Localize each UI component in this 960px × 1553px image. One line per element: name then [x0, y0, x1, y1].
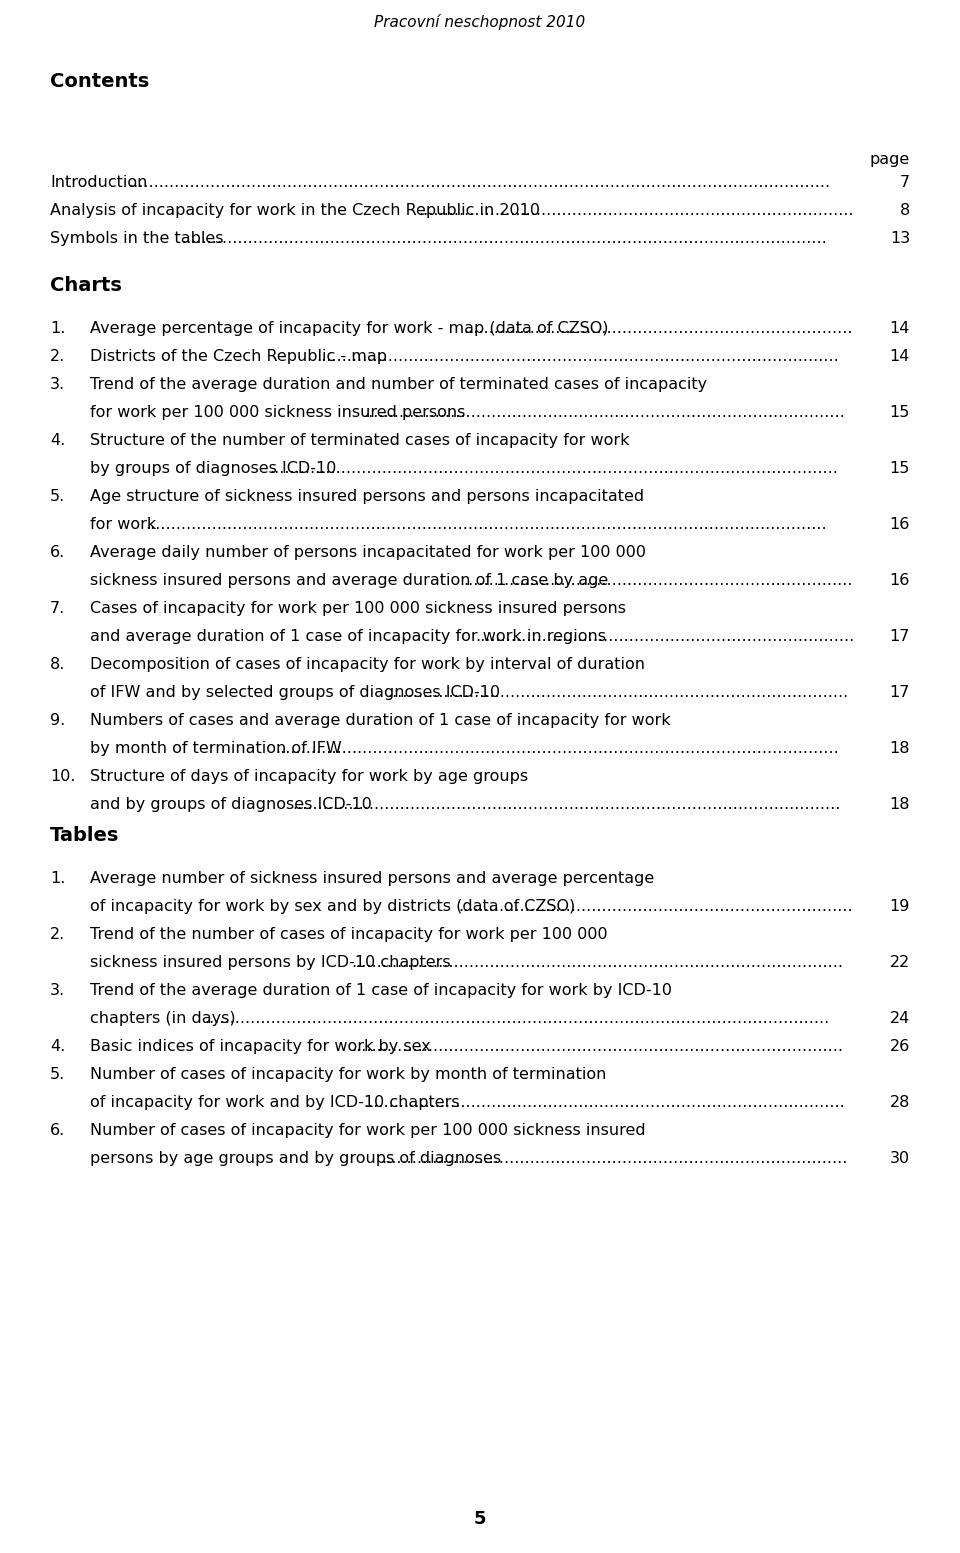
Text: ................................................................................: ........................................… — [387, 685, 849, 700]
Text: ................................................................................: ........................................… — [269, 461, 838, 477]
Text: 30: 30 — [890, 1151, 910, 1166]
Text: Decomposition of cases of incapacity for work by interval of duration: Decomposition of cases of incapacity for… — [90, 657, 645, 672]
Text: 1.: 1. — [50, 871, 65, 887]
Text: of incapacity for work by sex and by districts (data of CZSO): of incapacity for work by sex and by dis… — [90, 899, 575, 915]
Text: ................................................................................: ........................................… — [363, 1095, 845, 1110]
Text: Trend of the average duration and number of terminated cases of incapacity: Trend of the average duration and number… — [90, 377, 708, 391]
Text: Average percentage of incapacity for work - map (data of CZSO): Average percentage of incapacity for wor… — [90, 321, 609, 335]
Text: Trend of the average duration of 1 case of incapacity for work by ICD-10: Trend of the average duration of 1 case … — [90, 983, 672, 999]
Text: ................................................................................: ........................................… — [351, 1039, 844, 1054]
Text: 10.: 10. — [50, 769, 76, 784]
Text: Numbers of cases and average duration of 1 case of incapacity for work: Numbers of cases and average duration of… — [90, 713, 671, 728]
Text: Districts of the Czech Republic - map: Districts of the Czech Republic - map — [90, 349, 387, 363]
Text: by groups of diagnoses ICD-10: by groups of diagnoses ICD-10 — [90, 461, 336, 477]
Text: 8: 8 — [900, 203, 910, 217]
Text: 22: 22 — [890, 955, 910, 971]
Text: persons by age groups and by groups of diagnoses: persons by age groups and by groups of d… — [90, 1151, 501, 1166]
Text: ............................................................................: ........................................… — [464, 321, 853, 335]
Text: Symbols in the tables: Symbols in the tables — [50, 231, 224, 245]
Text: 16: 16 — [890, 573, 910, 589]
Text: ................................................................................: ........................................… — [275, 741, 838, 756]
Text: 17: 17 — [890, 629, 910, 644]
Text: Average number of sickness insured persons and average percentage: Average number of sickness insured perso… — [90, 871, 655, 887]
Text: Structure of the number of terminated cases of incapacity for work: Structure of the number of terminated ca… — [90, 433, 630, 447]
Text: Number of cases of incapacity for work per 100 000 sickness insured: Number of cases of incapacity for work p… — [90, 1123, 646, 1138]
Text: ................................................................................: ........................................… — [363, 405, 845, 419]
Text: Basic indices of incapacity for work by sex: Basic indices of incapacity for work by … — [90, 1039, 431, 1054]
Text: Cases of incapacity for work per 100 000 sickness insured persons: Cases of incapacity for work per 100 000… — [90, 601, 626, 617]
Text: 19: 19 — [890, 899, 910, 915]
Text: for work per 100 000 sickness insured persons: for work per 100 000 sickness insured pe… — [90, 405, 466, 419]
Text: ................................................................................: ........................................… — [129, 175, 830, 189]
Text: 5.: 5. — [50, 489, 65, 505]
Text: ................................................................................: ........................................… — [418, 203, 853, 217]
Text: of incapacity for work and by ICD-10 chapters: of incapacity for work and by ICD-10 cha… — [90, 1095, 460, 1110]
Text: sickness insured persons and average duration of 1 case by age: sickness insured persons and average dur… — [90, 573, 609, 589]
Text: 15: 15 — [890, 461, 910, 477]
Text: chapters (in days): chapters (in days) — [90, 1011, 235, 1027]
Text: ............................................................................: ........................................… — [464, 573, 853, 589]
Text: Tables: Tables — [50, 826, 119, 845]
Text: 18: 18 — [890, 741, 910, 756]
Text: sickness insured persons by ICD-10 chapters: sickness insured persons by ICD-10 chapt… — [90, 955, 450, 971]
Text: 5: 5 — [473, 1510, 487, 1528]
Text: 15: 15 — [890, 405, 910, 419]
Text: 14: 14 — [890, 349, 910, 363]
Text: 24: 24 — [890, 1011, 910, 1027]
Text: Trend of the number of cases of incapacity for work per 100 000: Trend of the number of cases of incapaci… — [90, 927, 608, 943]
Text: and average duration of 1 case of incapacity for work in regions: and average duration of 1 case of incapa… — [90, 629, 606, 644]
Text: Introduction: Introduction — [50, 175, 148, 189]
Text: 9.: 9. — [50, 713, 65, 728]
Text: 8.: 8. — [50, 657, 65, 672]
Text: Analysis of incapacity for work in the Czech Republic in 2010: Analysis of incapacity for work in the C… — [50, 203, 540, 217]
Text: 26: 26 — [890, 1039, 910, 1054]
Text: 2.: 2. — [50, 927, 65, 943]
Text: ................................................................................: ........................................… — [351, 955, 844, 971]
Text: ................................................................................: ........................................… — [204, 1011, 829, 1027]
Text: 6.: 6. — [50, 545, 65, 561]
Text: Average daily number of persons incapacitated for work per 100 000: Average daily number of persons incapaci… — [90, 545, 646, 561]
Text: page: page — [870, 152, 910, 168]
Text: Structure of days of incapacity for work by age groups: Structure of days of incapacity for work… — [90, 769, 528, 784]
Text: ................................................................................: ........................................… — [181, 231, 828, 245]
Text: Pracovní neschopnost 2010: Pracovní neschopnost 2010 — [374, 14, 586, 30]
Text: 13: 13 — [890, 231, 910, 245]
Text: Contents: Contents — [50, 71, 149, 92]
Text: of IFW and by selected groups of diagnoses ICD-10: of IFW and by selected groups of diagnos… — [90, 685, 500, 700]
Text: 7: 7 — [900, 175, 910, 189]
Text: Age structure of sickness insured persons and persons incapacitated: Age structure of sickness insured person… — [90, 489, 644, 505]
Text: 28: 28 — [890, 1095, 910, 1110]
Text: ..........................................................................: ........................................… — [475, 629, 854, 644]
Text: ................................................................................: ........................................… — [145, 517, 827, 533]
Text: Charts: Charts — [50, 276, 122, 295]
Text: and by groups of diagnoses ICD-10: and by groups of diagnoses ICD-10 — [90, 797, 372, 812]
Text: 1.: 1. — [50, 321, 65, 335]
Text: 2.: 2. — [50, 349, 65, 363]
Text: 14: 14 — [890, 321, 910, 335]
Text: ................................................................................: ........................................… — [381, 1151, 848, 1166]
Text: ................................................................................: ........................................… — [293, 797, 841, 812]
Text: 6.: 6. — [50, 1123, 65, 1138]
Text: 3.: 3. — [50, 377, 65, 391]
Text: 16: 16 — [890, 517, 910, 533]
Text: for work: for work — [90, 517, 156, 533]
Text: 4.: 4. — [50, 1039, 65, 1054]
Text: 3.: 3. — [50, 983, 65, 999]
Text: 4.: 4. — [50, 433, 65, 447]
Text: Number of cases of incapacity for work by month of termination: Number of cases of incapacity for work b… — [90, 1067, 607, 1082]
Text: by month of termination of IFW: by month of termination of IFW — [90, 741, 342, 756]
Text: .............................................................................: ........................................… — [458, 899, 852, 915]
Text: 18: 18 — [890, 797, 910, 812]
Text: 17: 17 — [890, 685, 910, 700]
Text: ................................................................................: ........................................… — [316, 349, 839, 363]
Text: 7.: 7. — [50, 601, 65, 617]
Text: 5.: 5. — [50, 1067, 65, 1082]
